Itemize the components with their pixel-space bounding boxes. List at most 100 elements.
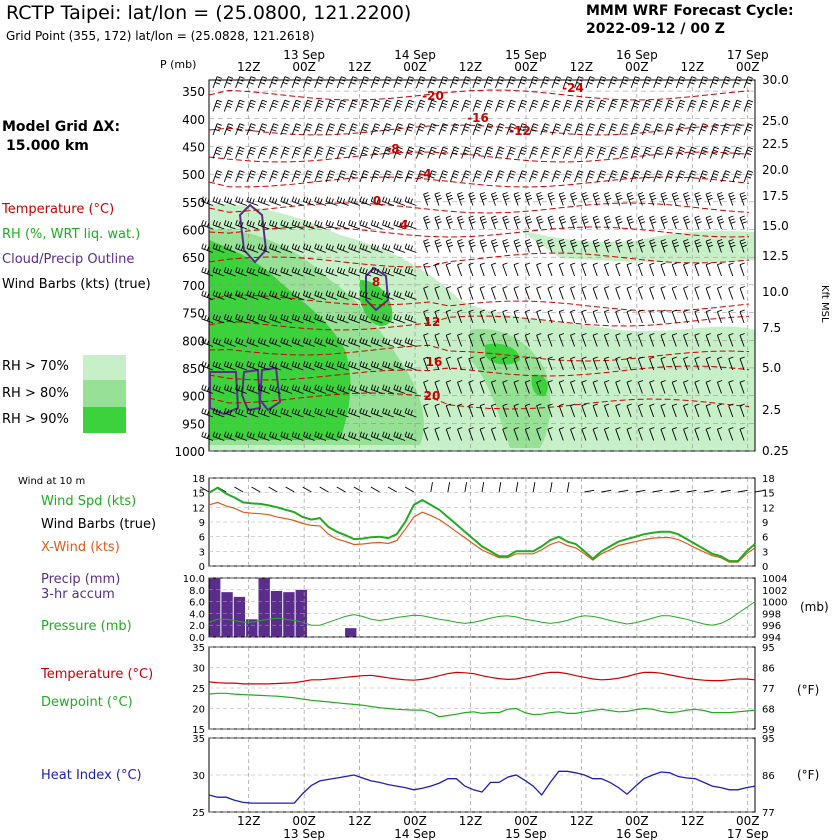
wind-barb [558, 239, 567, 253]
legend-rh90: RH > 90% [2, 412, 69, 427]
wind-barb [694, 333, 700, 347]
wind-barb [671, 403, 678, 418]
wind-barb [348, 314, 361, 324]
hour-label-bottom: 12Z [570, 814, 594, 828]
wind-barb [280, 267, 293, 277]
wind-barb [705, 192, 713, 206]
pressure-tick: 800 [182, 334, 205, 348]
legend-temperature: Temperature (°C) [2, 202, 115, 217]
wind-barb [705, 286, 711, 300]
wind-barb [517, 76, 528, 89]
wind-barb [280, 361, 293, 371]
wind-barb [336, 220, 349, 230]
wind-barb [449, 99, 460, 112]
wind-barb [524, 239, 533, 253]
wind-barb [581, 309, 587, 324]
wind-barb [574, 76, 584, 89]
wind-barb [479, 403, 485, 418]
wind-barb [235, 243, 248, 253]
wind-barb [404, 99, 415, 112]
wind-barb [336, 196, 349, 206]
wind-barb [490, 333, 497, 347]
wind-barb [592, 262, 598, 277]
wind-barb [536, 427, 542, 441]
wind-barb [626, 239, 634, 253]
wind-barb [370, 314, 383, 324]
wind-barb [269, 243, 281, 253]
wind-barb [558, 356, 565, 371]
wind-barb [671, 192, 680, 206]
wind-barb [649, 380, 655, 394]
height-tick: 25.0 [762, 114, 789, 128]
wind-barb [445, 286, 452, 300]
wind-barb [348, 267, 361, 277]
wind-barb [269, 99, 279, 112]
wind-barb [608, 123, 618, 136]
wind-barb [536, 356, 542, 371]
wind-barb [626, 403, 632, 418]
wind-barb [445, 380, 452, 394]
temperature-contour [208, 365, 750, 381]
wind-barb [325, 431, 338, 441]
wind-barb [291, 170, 302, 183]
wind-barb [472, 123, 482, 136]
precip-bar [258, 578, 270, 637]
wind-barb [687, 123, 697, 136]
legend-wind-spd: Wind Spd (kts) [41, 494, 137, 509]
wind-barb [423, 403, 429, 418]
wind-barb [223, 123, 234, 136]
wind-barb [423, 427, 429, 441]
wind-barb [314, 146, 324, 159]
wind-barb [269, 337, 281, 347]
wind-barb [630, 146, 641, 159]
wind-barb [314, 337, 327, 347]
wind-barb [479, 309, 485, 324]
wind-barb [626, 356, 632, 371]
wind-barb [325, 314, 338, 324]
wind-barb [641, 99, 652, 112]
wind-barb [445, 192, 454, 206]
wind-barb [709, 76, 720, 89]
left-tick-label: 0 [199, 562, 205, 573]
wind-barb [524, 192, 533, 206]
wind-barb [314, 408, 327, 418]
wind-barb [694, 403, 700, 418]
wind-barb [325, 384, 338, 394]
wind-barb [382, 290, 394, 300]
wind-barb [404, 361, 417, 371]
wind-barb [581, 262, 587, 277]
wind-barb [562, 99, 573, 112]
wind-barb [257, 196, 270, 206]
surface-wind-barb [268, 486, 278, 493]
wind-barb [434, 286, 440, 300]
wind-barb [547, 356, 553, 371]
wind-barb [705, 262, 711, 277]
wind-barb [257, 290, 270, 300]
right-tick-label: 1004 [762, 574, 787, 585]
temperature-contour-label: 20 [424, 389, 441, 403]
wind-barb [404, 170, 415, 183]
wind-barb [438, 146, 448, 159]
surface-wind-barb [737, 489, 748, 493]
wind-barb [302, 220, 315, 230]
precip-bar [233, 596, 246, 637]
wind-barb [615, 239, 623, 253]
wind-barb [502, 333, 508, 347]
right-tick-label: 95 [762, 734, 775, 745]
wind-barb [269, 361, 281, 371]
wind-barb [524, 215, 533, 230]
wind-barb [382, 337, 394, 347]
wind-barb [257, 99, 268, 112]
wind-barb [675, 146, 686, 159]
wind-barb [438, 76, 448, 89]
wind-barb [280, 431, 293, 441]
wind-barb [649, 286, 655, 300]
wind-barb [235, 408, 248, 418]
wind-barb [721, 170, 731, 183]
wind-barb [336, 384, 349, 394]
hour-label-bottom: 00Z [514, 814, 538, 828]
wind-barb [603, 427, 610, 441]
left-tick-label: 12 [192, 503, 205, 514]
wind-barb [348, 290, 361, 300]
wind-barb [524, 427, 531, 441]
